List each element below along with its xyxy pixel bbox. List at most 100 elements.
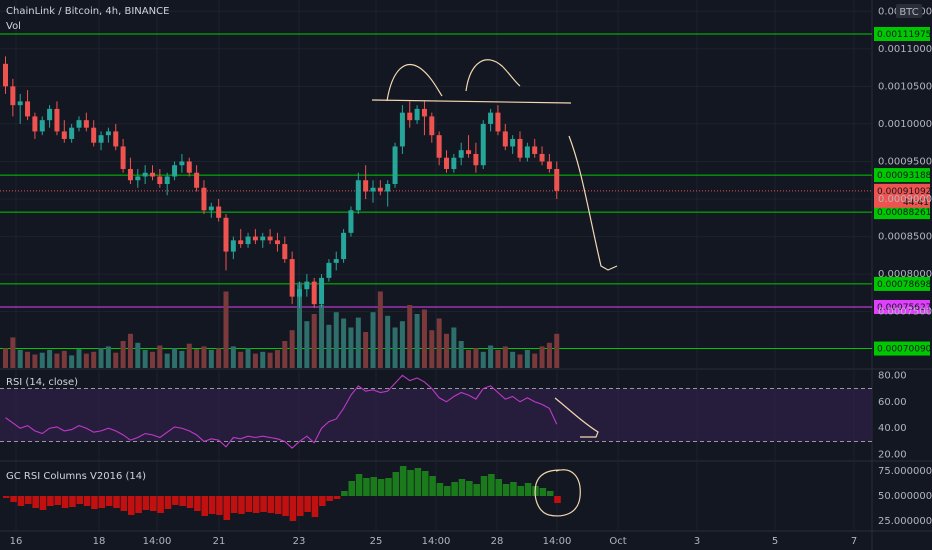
volume-bars — [3, 282, 560, 368]
symbol-title: ChainLink / Bitcoin, 4h, BINANCE — [6, 6, 169, 17]
volume-bar — [421, 309, 427, 368]
rsi-column — [458, 479, 466, 496]
rsi-column — [311, 496, 319, 517]
volume-bar — [480, 351, 486, 368]
volume-bar — [230, 346, 236, 368]
volume-bar — [32, 354, 38, 368]
level-tag-label: 0.00088261 — [877, 208, 931, 218]
rsi-column — [480, 476, 488, 496]
level-tag-label: 0.00075627 — [877, 303, 931, 313]
volume-bar — [260, 351, 266, 368]
volume-bar — [201, 346, 207, 368]
candle-body — [451, 157, 457, 169]
candle-body — [341, 232, 347, 260]
rsi-title: RSI (14, close) — [6, 377, 78, 388]
volume-bar — [377, 291, 383, 368]
rsi-column — [76, 496, 84, 504]
volume-bar — [274, 350, 280, 368]
level-tag-label: 0.00093188 — [877, 171, 932, 181]
volume-bar — [3, 348, 8, 368]
volume-bar — [113, 352, 119, 368]
rsi-column — [179, 496, 186, 506]
rsi-column — [3, 496, 10, 498]
level-tag — [874, 276, 930, 291]
rsi-columns-pane[interactable] — [3, 466, 561, 521]
rsi-column — [289, 496, 297, 521]
volume-bar — [150, 351, 155, 368]
candle-body — [76, 120, 82, 128]
candle-body — [274, 240, 280, 245]
volume-bar — [510, 351, 516, 368]
rsi-column — [150, 496, 157, 511]
candle-body — [444, 157, 449, 169]
level-tag-label: 0.00070090 — [877, 345, 932, 355]
candle-body — [473, 153, 479, 166]
rsi-column — [370, 477, 378, 496]
candle-body — [297, 289, 302, 297]
volume-bar — [399, 321, 405, 368]
volume-bar — [458, 341, 464, 368]
rsi-columns-tick-label: 75.00000000 — [878, 466, 932, 477]
volume-bar — [186, 343, 192, 368]
volume-bar — [157, 345, 163, 368]
candle-body — [69, 127, 75, 139]
rsi-column — [157, 496, 164, 513]
horizontal-levels[interactable]: 0.00111975 0.00093188 0.00088261 0.00078698… — [0, 26, 932, 356]
candle-body — [539, 153, 545, 162]
volume-bar — [238, 351, 244, 368]
rsi-column — [348, 481, 355, 496]
volume-bar — [436, 318, 442, 368]
volume-bar — [304, 321, 310, 368]
rsi-column — [524, 483, 532, 496]
candle-body — [311, 281, 317, 305]
x-tick-label: 7 — [851, 536, 857, 547]
volume-bar — [333, 312, 339, 368]
level-tag — [874, 205, 930, 220]
candle-body — [289, 259, 295, 297]
volume-bar — [348, 327, 354, 368]
rsi-column-circle — [534, 469, 581, 517]
candle-body — [260, 236, 266, 241]
rsi-column — [120, 496, 128, 511]
rsi-column — [260, 496, 267, 512]
volume-bar — [164, 353, 170, 368]
volume-bar — [25, 351, 31, 368]
rsi-column — [113, 496, 120, 508]
rsi-column — [333, 496, 341, 499]
volume-bar — [245, 348, 251, 368]
rsi-pane[interactable] — [0, 374, 872, 449]
countdown-label: 44:41 — [903, 198, 929, 208]
rsi-column — [201, 496, 208, 516]
rsi-column — [47, 496, 54, 506]
rsi-tick-label: 20.00 — [878, 450, 907, 461]
volume-bar — [524, 350, 530, 368]
rsi-projection-arrow — [554, 397, 599, 438]
rsi-column — [355, 474, 363, 496]
candle-body — [407, 112, 413, 121]
rsi-column — [510, 482, 517, 496]
rsi-column — [326, 496, 333, 501]
rsi-column — [10, 496, 17, 502]
rsi-columns-tick-label: 50.00000000 — [878, 491, 932, 502]
candle-body — [172, 165, 178, 177]
rsi-column — [230, 496, 238, 513]
rsi-column — [274, 496, 282, 514]
volume-bar — [289, 330, 295, 368]
rsi-column — [377, 479, 385, 496]
rsi-column — [98, 496, 106, 508]
candle-body — [10, 86, 16, 106]
candlesticks[interactable] — [3, 56, 560, 308]
rsi-column — [172, 496, 179, 505]
hand-drawings[interactable] — [371, 59, 618, 517]
x-tick-label: 14:00 — [422, 536, 451, 547]
candle-body — [127, 168, 133, 181]
candle-body — [267, 236, 273, 241]
currency-badge[interactable] — [896, 4, 922, 18]
volume-bar — [385, 315, 391, 368]
